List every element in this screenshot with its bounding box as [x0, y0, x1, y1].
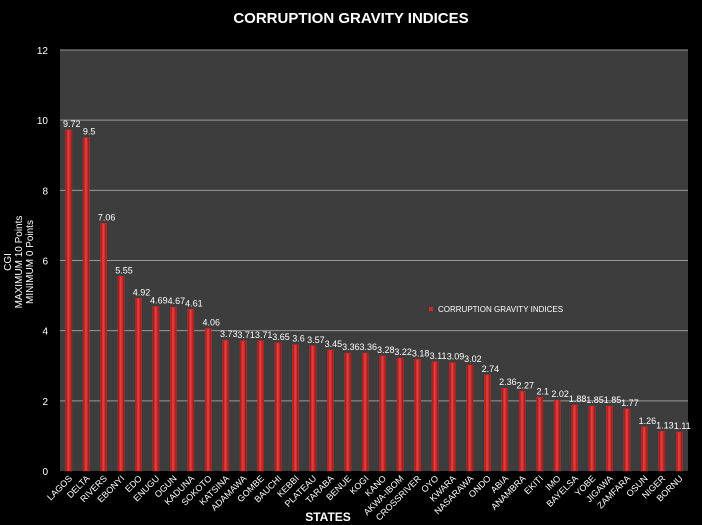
bar: [501, 387, 509, 472]
data-label: 3.18: [412, 348, 430, 358]
y-axis-title-line-3: MINIMUM 0 Points: [25, 220, 36, 304]
y-axis-title-line-2: MAXIMUM 10 Points: [14, 216, 25, 309]
y-axis-ticks: 0 2 4 6 8 10 12: [37, 46, 49, 478]
data-label: 3.11: [430, 351, 447, 361]
data-label: 3.6: [292, 334, 305, 344]
chart-title: CORRUPTION GRAVITY INDICES: [233, 10, 468, 27]
y-axis-title-line-1: CGI: [3, 253, 14, 271]
bar: [187, 309, 195, 472]
bar: [65, 129, 73, 472]
bar: [606, 405, 613, 472]
bar: [292, 344, 299, 472]
bar: [257, 340, 265, 472]
legend-swatch: [429, 307, 433, 311]
data-label: 1.13: [656, 420, 674, 430]
bar: [361, 352, 369, 472]
y-tick-label: 12: [37, 46, 49, 57]
data-label: 3.57: [307, 335, 325, 345]
bar: [414, 359, 422, 472]
bar: [658, 431, 666, 472]
bar: [483, 374, 491, 472]
bar: [623, 408, 631, 472]
bar: [152, 306, 160, 472]
bar: [82, 137, 90, 472]
bars: [65, 129, 683, 472]
data-label: 1.77: [621, 398, 639, 408]
data-label: 1.85: [586, 395, 604, 405]
bar: [326, 349, 334, 472]
data-label: 4.06: [203, 318, 221, 328]
bar: [431, 361, 439, 472]
data-label: 3.09: [447, 352, 465, 362]
data-label: 1.85: [604, 395, 622, 405]
bar: [135, 298, 142, 472]
data-label: 7.06: [98, 212, 116, 222]
data-labels: 9.729.57.065.554.924.69 4.67 4.614.063.73 3…: [63, 119, 691, 431]
data-label: 3.73: [220, 329, 238, 339]
data-label: 2.1: [536, 386, 549, 396]
data-label: 2.27: [517, 380, 535, 390]
data-label: 3.71: [237, 330, 255, 340]
bar: [571, 404, 579, 472]
bar: [344, 352, 352, 472]
data-label: 1.88: [569, 394, 587, 404]
bar: [239, 340, 247, 472]
data-label: 3.02: [464, 354, 482, 364]
bar: [588, 405, 596, 472]
y-tick-label: 2: [42, 397, 48, 408]
data-label: 4.67: [168, 296, 186, 306]
bar: [117, 276, 125, 472]
bar: [640, 426, 648, 472]
bar: [553, 399, 561, 472]
data-label: 9.72: [63, 119, 81, 129]
data-label: 4.92: [133, 287, 151, 297]
bar: [274, 342, 282, 472]
bar: [675, 431, 683, 472]
legend: CORRUPTION GRAVITY INDICES: [429, 305, 563, 314]
y-tick-label: 6: [42, 257, 48, 268]
bar: [309, 345, 317, 472]
y-tick-label: 10: [37, 116, 49, 127]
bar: [466, 364, 474, 472]
data-label: 3.22: [394, 347, 412, 357]
data-label: 2.36: [499, 377, 517, 387]
bar: [100, 223, 108, 472]
data-label: 4.69: [150, 295, 168, 305]
data-label: 3.36: [360, 342, 378, 352]
legend-entry: CORRUPTION GRAVITY INDICES: [438, 305, 563, 314]
data-label: 4.61: [185, 298, 203, 308]
bar: [204, 328, 212, 472]
data-label: 3.36: [342, 342, 360, 352]
data-label: 9.5: [83, 127, 96, 137]
bar: [379, 355, 387, 472]
y-axis-title: CGI MAXIMUM 10 Points MINIMUM 0 Points: [3, 216, 36, 309]
gridlines: [60, 49, 688, 402]
bar: [169, 306, 177, 472]
y-tick-label: 4: [42, 327, 48, 338]
bar: [518, 391, 526, 472]
x-axis-title: STATES: [305, 510, 351, 524]
data-label: 2.02: [551, 389, 569, 399]
data-label: 5.55: [115, 265, 133, 275]
data-label: 2.74: [482, 364, 500, 374]
bar: [449, 362, 456, 472]
data-label: 3.71: [255, 330, 273, 340]
y-tick-label: 8: [42, 186, 48, 197]
data-label: 3.65: [272, 332, 290, 342]
data-label: 3.28: [377, 345, 395, 355]
data-label: 3.45: [325, 339, 343, 349]
data-label: 1.26: [639, 416, 657, 426]
bar: [536, 397, 544, 472]
y-tick-label: 0: [42, 467, 48, 478]
bar: [222, 339, 230, 472]
data-label: 1.11: [674, 421, 691, 431]
bar: [396, 357, 404, 472]
